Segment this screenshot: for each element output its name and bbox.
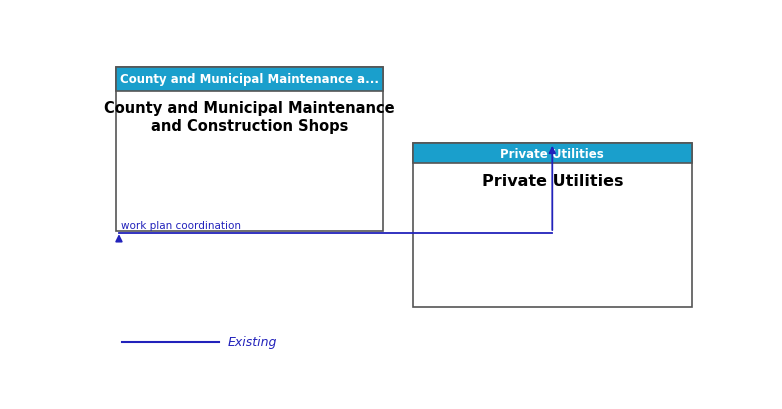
Bar xyxy=(413,144,692,164)
Text: Private Utilities: Private Utilities xyxy=(482,173,623,189)
Bar xyxy=(413,144,692,307)
Bar xyxy=(116,68,382,92)
Text: Private Utilities: Private Utilities xyxy=(500,147,604,160)
Bar xyxy=(116,68,382,232)
Text: work plan coordination: work plan coordination xyxy=(120,221,241,231)
Text: County and Municipal Maintenance a...: County and Municipal Maintenance a... xyxy=(120,73,378,86)
Text: Existing: Existing xyxy=(228,335,278,348)
Text: County and Municipal Maintenance
and Construction Shops: County and Municipal Maintenance and Con… xyxy=(104,101,395,133)
